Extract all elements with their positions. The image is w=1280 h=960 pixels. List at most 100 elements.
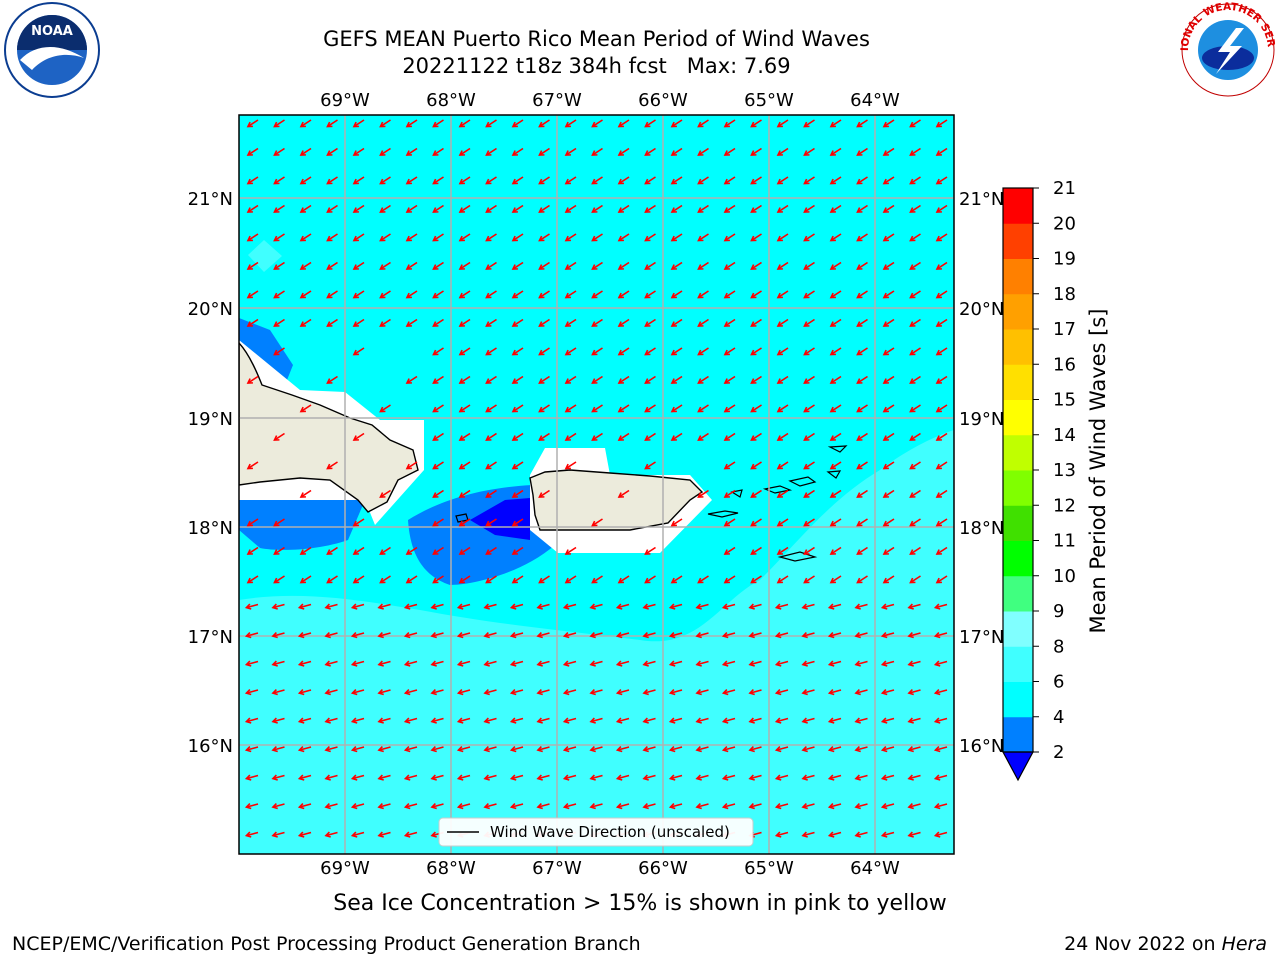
colorbar-tick-label: 13	[1053, 460, 1076, 481]
wave-direction-arrow	[750, 489, 762, 498]
wave-direction-arrow	[538, 489, 550, 498]
wave-direction-arrow	[538, 119, 550, 128]
wave-direction-arrow	[644, 204, 656, 213]
wave-direction-arrow	[882, 432, 895, 441]
wave-direction-arrow	[405, 176, 418, 185]
wave-direction-arrow	[854, 774, 868, 781]
colorbar-extend-triangle	[1001, 751, 1035, 782]
wave-direction-arrow	[829, 518, 842, 527]
wave-direction-arrow	[352, 432, 365, 441]
wave-direction-arrow	[697, 318, 709, 327]
wave-direction-arrow	[589, 631, 603, 639]
wave-direction-arrow	[829, 318, 842, 327]
wave-direction-arrow	[697, 261, 709, 270]
wave-direction-arrow	[909, 261, 921, 270]
wave-direction-arrow	[244, 717, 259, 724]
wave-direction-arrow	[829, 432, 842, 441]
wave-direction-arrow	[589, 745, 603, 753]
wave-direction-arrow	[935, 176, 948, 185]
wave-direction-arrow	[511, 204, 524, 213]
wave-direction-arrow	[748, 802, 762, 810]
wave-direction-arrow	[882, 404, 895, 413]
wave-direction-arrow	[723, 318, 736, 327]
wave-direction-arrow	[299, 318, 312, 327]
wave-direction-arrow	[456, 717, 471, 724]
wave-direction-arrow	[297, 688, 312, 696]
wave-direction-arrow	[297, 660, 312, 667]
wave-direction-arrow	[324, 774, 338, 781]
wave-direction-arrow	[271, 831, 285, 838]
wave-direction-arrow	[803, 290, 815, 299]
wave-direction-arrow	[721, 717, 736, 724]
wave-direction-arrow	[935, 375, 948, 384]
wave-direction-arrow	[829, 176, 842, 185]
island-st-croix	[777, 551, 818, 562]
wave-direction-arrow	[670, 404, 683, 413]
wave-direction-arrow	[432, 119, 444, 128]
lat-label-right: 20°N	[959, 299, 1004, 320]
wave-direction-arrow	[774, 660, 789, 667]
wave-direction-arrow	[803, 404, 815, 413]
wave-direction-arrow	[379, 176, 391, 185]
wave-direction-arrow	[935, 546, 948, 555]
wave-direction-arrow	[538, 575, 550, 584]
wave-direction-arrow	[246, 204, 259, 213]
wave-direction-arrow	[326, 546, 338, 555]
wave-direction-arrow	[935, 489, 948, 498]
wave-direction-arrow	[803, 575, 815, 584]
wave-direction-arrow	[723, 375, 736, 384]
wave-direction-arrow	[352, 290, 365, 299]
chart-title-line1: GEFS MEAN Puerto Rico Mean Period of Win…	[323, 27, 870, 51]
wave-direction-arrow	[617, 347, 630, 356]
colorbar-segment	[1003, 716, 1033, 753]
wave-direction-arrow	[617, 489, 630, 498]
wave-direction-arrow	[562, 631, 577, 639]
wave-direction-arrow	[591, 176, 603, 185]
wave-direction-arrow	[511, 147, 524, 156]
lon-label-top: 64°W	[850, 90, 900, 111]
wave-direction-arrow	[776, 261, 789, 270]
wave-direction-arrow	[829, 546, 842, 555]
wave-period-6-8-region-south	[360, 700, 954, 854]
wave-direction-arrow	[511, 375, 524, 384]
wave-direction-arrow	[564, 404, 577, 413]
wave-direction-arrow	[644, 290, 656, 299]
wave-direction-arrow	[564, 461, 577, 470]
wave-direction-arrow	[511, 290, 524, 299]
wave-direction-arrow	[750, 404, 762, 413]
wave-direction-arrow	[562, 802, 577, 810]
wave-direction-arrow	[432, 204, 444, 213]
wave-direction-arrow	[377, 774, 391, 781]
wave-direction-arrow	[909, 375, 921, 384]
gridlines	[239, 115, 954, 854]
wave-direction-arrow	[456, 660, 471, 667]
wave-direction-arrow	[750, 233, 762, 242]
wave-direction-arrow	[536, 745, 550, 753]
wave-direction-arrow	[617, 147, 630, 156]
wave-direction-arrow	[377, 717, 391, 724]
wave-direction-arrow	[352, 176, 365, 185]
wave-direction-arrow	[273, 318, 285, 327]
wave-direction-arrow	[509, 660, 524, 667]
wave-direction-arrow	[350, 745, 365, 753]
wave-direction-arrow	[907, 660, 921, 667]
colorbar-tick-label: 10	[1053, 566, 1076, 587]
wave-direction-arrow	[271, 660, 285, 667]
wave-direction-arrow	[591, 147, 603, 156]
wave-direction-arrow	[695, 688, 709, 696]
date-text: 24 Nov 2022 on	[1064, 933, 1222, 955]
wave-direction-arrow	[511, 261, 524, 270]
wave-direction-arrow	[456, 774, 471, 781]
wave-direction-arrow	[564, 204, 577, 213]
wave-direction-arrow	[246, 261, 259, 270]
wave-direction-arrow	[642, 688, 656, 696]
wave-direction-arrow	[695, 745, 709, 753]
island-vieques	[707, 510, 739, 518]
wave-direction-arrow	[246, 176, 259, 185]
wave-direction-arrow	[935, 404, 948, 413]
wave-direction-arrow	[271, 717, 285, 724]
wave-direction-arrow	[801, 831, 815, 838]
wave-direction-arrow	[644, 546, 656, 555]
wave-direction-arrow	[536, 774, 550, 781]
wave-direction-arrow	[935, 518, 948, 527]
